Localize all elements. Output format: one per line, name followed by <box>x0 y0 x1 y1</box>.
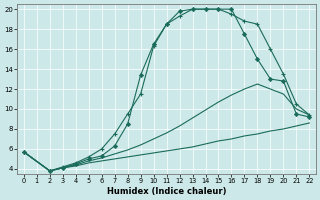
X-axis label: Humidex (Indice chaleur): Humidex (Indice chaleur) <box>107 187 226 196</box>
